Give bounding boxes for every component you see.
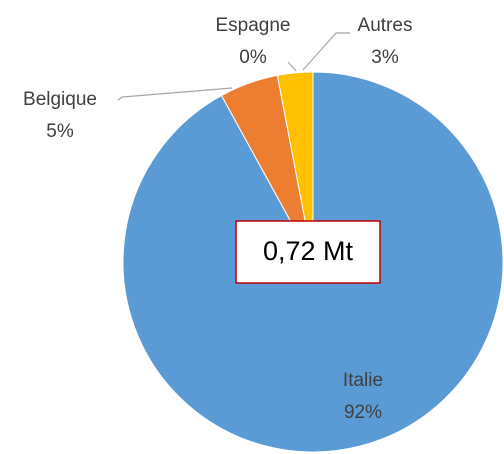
labels: Italie 92% Belgique 5% Espagne 0% Autres 3% [23,15,412,423]
leader-line [117,87,233,101]
pie-slice [276,71,314,263]
slice-label: Espagne [215,15,290,36]
slice-label: Autres [358,15,413,36]
leader-line [302,32,350,71]
slice-label: Italie [343,370,383,391]
annotation-box [235,220,381,284]
slice-value-label: 92% [344,402,382,423]
slice-label: Belgique [23,89,97,110]
annotation: 0,72 Mt [263,236,354,266]
leader-line [287,61,297,72]
slice-value-label: 3% [371,47,399,68]
slice-value-label: 0% [239,47,267,68]
slice-value-label: 5% [46,121,74,142]
